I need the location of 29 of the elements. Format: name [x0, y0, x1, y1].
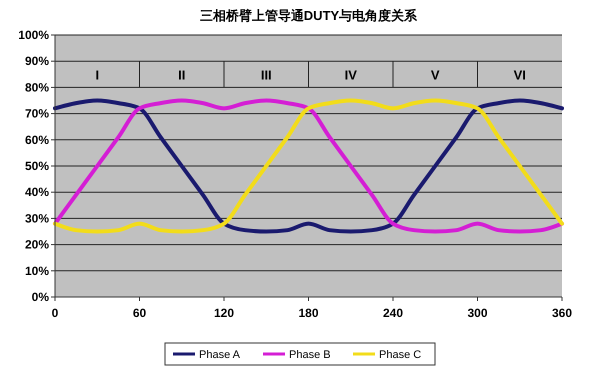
- line-series: [53, 98, 564, 234]
- x-tick-label: 120: [214, 306, 234, 320]
- y-tick-label: 20%: [24, 238, 50, 252]
- y-tick-label: 90%: [24, 54, 50, 68]
- y-tick-label: 30%: [24, 211, 50, 226]
- annotation: IV: [344, 67, 358, 82]
- chart-title: 三相桥臂上管导通DUTY与电角度关系: [200, 8, 418, 23]
- x-tick-label: 60: [132, 306, 146, 320]
- annotation: I: [95, 67, 100, 82]
- x-tick-label: 0: [52, 306, 59, 320]
- legend-label: Phase A: [199, 349, 241, 361]
- y-tick-label: 40%: [24, 185, 50, 200]
- y-tick-label: 60%: [24, 132, 50, 147]
- x-tick-label: 180: [298, 306, 319, 320]
- y-tick-label: 70%: [24, 106, 50, 121]
- x-tick-label: 360: [552, 306, 572, 320]
- annotation: V: [430, 67, 440, 82]
- x-tick-label: 300: [467, 306, 488, 320]
- y-tick-label: 80%: [24, 80, 50, 94]
- y-tick-label: 50%: [24, 159, 50, 173]
- x-tick-label: 240: [382, 306, 404, 320]
- y-tick-label: 100%: [18, 28, 50, 42]
- legend-label: Phase C: [379, 349, 422, 361]
- legend-label: Phase B: [289, 349, 331, 361]
- annotation: VI: [514, 67, 526, 82]
- y-tick-label: 10%: [24, 264, 50, 278]
- y-tick-label: 0%: [32, 290, 50, 304]
- annotation: III: [260, 67, 272, 82]
- annotation: II: [178, 67, 186, 82]
